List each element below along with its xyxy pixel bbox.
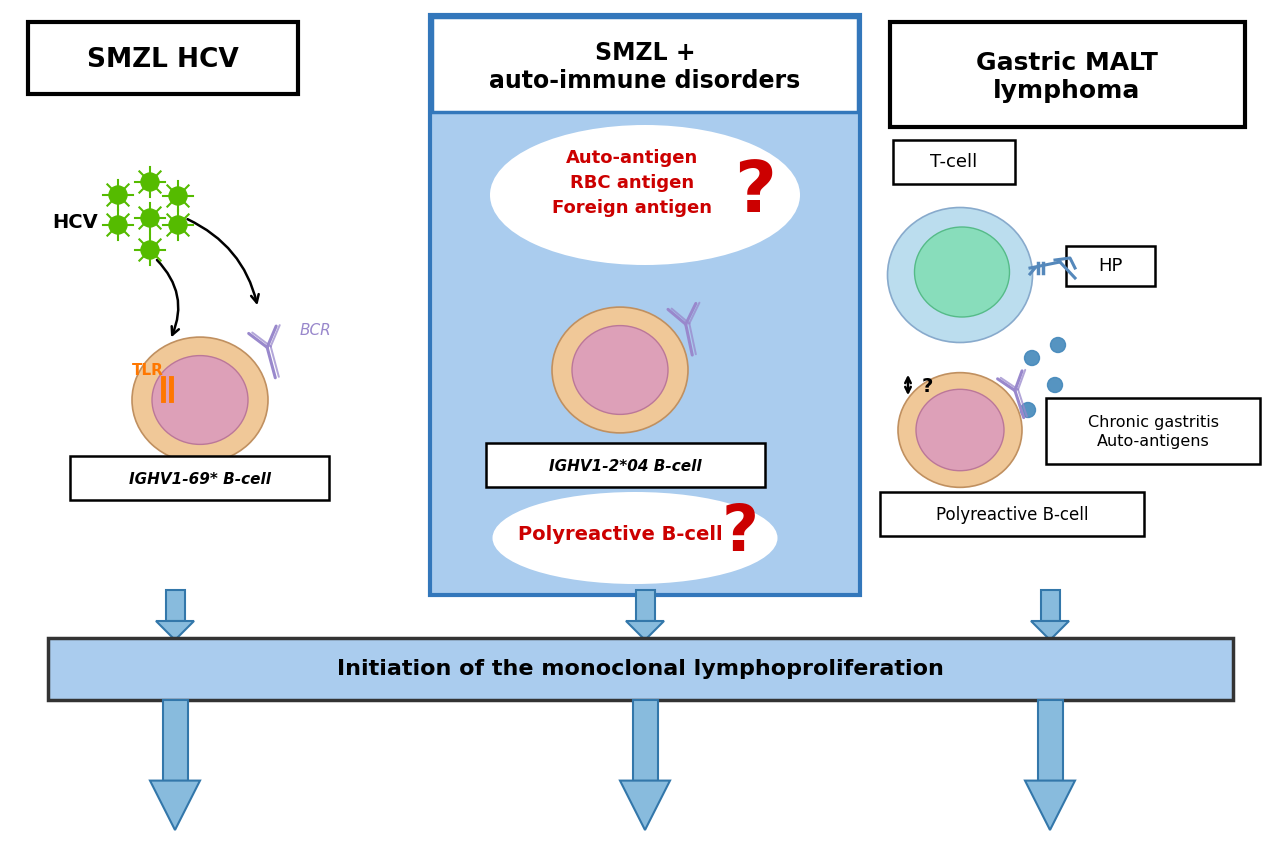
FancyBboxPatch shape [890,22,1245,127]
Ellipse shape [493,492,777,584]
Text: TLR: TLR [132,362,164,377]
Text: SMZL HCV: SMZL HCV [87,47,239,73]
Text: Polyreactive B-cell: Polyreactive B-cell [936,506,1088,524]
FancyBboxPatch shape [70,456,329,500]
FancyBboxPatch shape [1041,590,1060,621]
Text: T-cell: T-cell [931,153,978,171]
Polygon shape [1025,781,1075,830]
Circle shape [1047,377,1062,393]
FancyBboxPatch shape [1066,246,1155,286]
FancyBboxPatch shape [635,590,654,621]
Circle shape [109,216,127,234]
FancyBboxPatch shape [163,700,187,781]
Circle shape [109,186,127,204]
FancyBboxPatch shape [433,17,858,112]
Text: Initiation of the monoclonal lymphoproliferation: Initiation of the monoclonal lymphoproli… [337,659,943,679]
Circle shape [1020,403,1036,417]
Ellipse shape [152,355,248,444]
Text: ?: ? [733,157,776,227]
FancyBboxPatch shape [430,15,860,595]
Text: SMZL +
auto-immune disorders: SMZL + auto-immune disorders [489,41,800,93]
FancyArrowPatch shape [187,219,259,303]
Ellipse shape [914,227,1010,317]
Circle shape [1051,338,1065,353]
Ellipse shape [490,125,800,265]
Text: BCR: BCR [300,322,332,338]
FancyBboxPatch shape [165,590,184,621]
Circle shape [1024,350,1039,365]
Polygon shape [156,621,195,640]
Polygon shape [150,781,200,830]
FancyBboxPatch shape [881,492,1144,536]
Polygon shape [620,781,669,830]
FancyBboxPatch shape [893,140,1015,184]
Text: Polyreactive B-cell: Polyreactive B-cell [517,525,722,545]
FancyBboxPatch shape [49,638,1233,700]
FancyBboxPatch shape [28,22,298,94]
Text: HCV: HCV [52,212,97,232]
Text: HP: HP [1098,257,1123,275]
Circle shape [169,187,187,205]
Circle shape [141,209,159,227]
Polygon shape [1030,621,1069,640]
Circle shape [169,216,187,234]
Circle shape [141,173,159,191]
Ellipse shape [899,372,1021,487]
Polygon shape [626,621,664,640]
Ellipse shape [887,207,1033,343]
Text: IGHV1-69* B-cell: IGHV1-69* B-cell [129,471,271,486]
FancyBboxPatch shape [632,700,658,781]
Text: ?: ? [922,376,933,395]
Text: Auto-antigen
RBC antigen
Foreign antigen: Auto-antigen RBC antigen Foreign antigen [552,149,712,217]
Ellipse shape [916,389,1004,470]
FancyArrowPatch shape [157,260,179,335]
Text: Gastric MALT
lymphoma: Gastric MALT lymphoma [977,51,1158,103]
Ellipse shape [552,307,689,433]
Circle shape [141,241,159,259]
Ellipse shape [132,337,268,463]
Ellipse shape [572,326,668,415]
FancyBboxPatch shape [486,443,765,487]
FancyBboxPatch shape [1038,700,1062,781]
Text: Chronic gastritis
Auto-antigens: Chronic gastritis Auto-antigens [1088,415,1219,449]
Text: ?: ? [722,502,759,564]
FancyBboxPatch shape [1046,398,1260,464]
Text: IGHV1-2*04 B-cell: IGHV1-2*04 B-cell [549,459,701,474]
